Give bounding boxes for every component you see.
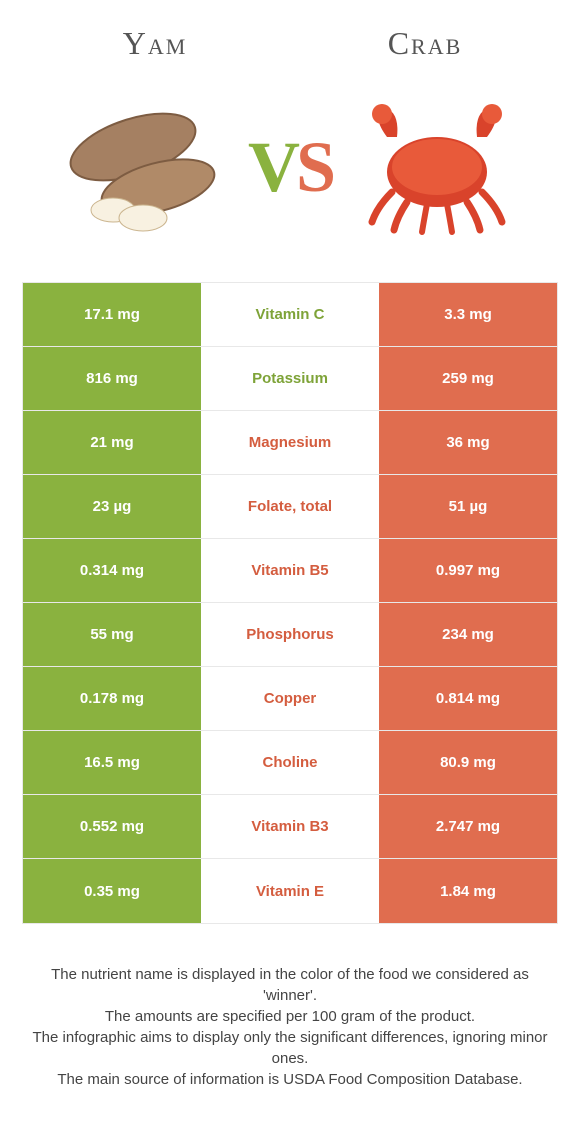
value-right: 36 mg: [379, 411, 557, 474]
table-row: 17.1 mgVitamin C3.3 mg: [23, 283, 557, 347]
vs-v: V: [248, 127, 296, 207]
value-left: 21 mg: [23, 411, 201, 474]
table-row: 55 mgPhosphorus234 mg: [23, 603, 557, 667]
footer-line: The infographic aims to display only the…: [30, 1027, 550, 1069]
value-right: 0.814 mg: [379, 667, 557, 730]
hero: VS: [0, 72, 580, 272]
value-left: 0.178 mg: [23, 667, 201, 730]
table-row: 16.5 mgCholine80.9 mg: [23, 731, 557, 795]
value-left: 816 mg: [23, 347, 201, 410]
value-left: 55 mg: [23, 603, 201, 666]
nutrient-label: Copper: [201, 667, 379, 730]
nutrient-table: 17.1 mgVitamin C3.3 mg816 mgPotassium259…: [22, 282, 558, 924]
footer-line: The amounts are specified per 100 gram o…: [30, 1006, 550, 1027]
table-row: 0.35 mgVitamin E1.84 mg: [23, 859, 557, 923]
nutrient-label: Vitamin E: [201, 859, 379, 923]
footer-line: The nutrient name is displayed in the co…: [30, 964, 550, 1006]
nutrient-label: Vitamin B5: [201, 539, 379, 602]
title-right: Crab: [290, 25, 560, 62]
value-right: 1.84 mg: [379, 859, 557, 923]
value-right: 3.3 mg: [379, 283, 557, 346]
value-right: 80.9 mg: [379, 731, 557, 794]
nutrient-label: Folate, total: [201, 475, 379, 538]
table-row: 0.552 mgVitamin B32.747 mg: [23, 795, 557, 859]
vs-label: VS: [248, 126, 332, 209]
nutrient-label: Choline: [201, 731, 379, 794]
value-left: 0.35 mg: [23, 859, 201, 923]
vs-s: S: [296, 127, 332, 207]
value-right: 259 mg: [379, 347, 557, 410]
table-row: 21 mgMagnesium36 mg: [23, 411, 557, 475]
value-right: 2.747 mg: [379, 795, 557, 858]
nutrient-label: Vitamin C: [201, 283, 379, 346]
table-row: 23 µgFolate, total51 µg: [23, 475, 557, 539]
table-row: 816 mgPotassium259 mg: [23, 347, 557, 411]
value-left: 17.1 mg: [23, 283, 201, 346]
value-left: 0.552 mg: [23, 795, 201, 858]
table-row: 0.178 mgCopper0.814 mg: [23, 667, 557, 731]
value-left: 16.5 mg: [23, 731, 201, 794]
value-right: 234 mg: [379, 603, 557, 666]
table-row: 0.314 mgVitamin B50.997 mg: [23, 539, 557, 603]
value-left: 23 µg: [23, 475, 201, 538]
value-left: 0.314 mg: [23, 539, 201, 602]
nutrient-label: Magnesium: [201, 411, 379, 474]
header: Yam Crab: [0, 0, 580, 72]
yam-image: [58, 92, 228, 242]
footer-notes: The nutrient name is displayed in the co…: [0, 924, 580, 1110]
nutrient-label: Potassium: [201, 347, 379, 410]
nutrient-label: Vitamin B3: [201, 795, 379, 858]
crab-image: [352, 92, 522, 242]
title-left: Yam: [20, 25, 290, 62]
value-right: 0.997 mg: [379, 539, 557, 602]
value-right: 51 µg: [379, 475, 557, 538]
nutrient-label: Phosphorus: [201, 603, 379, 666]
footer-line: The main source of information is USDA F…: [30, 1069, 550, 1090]
